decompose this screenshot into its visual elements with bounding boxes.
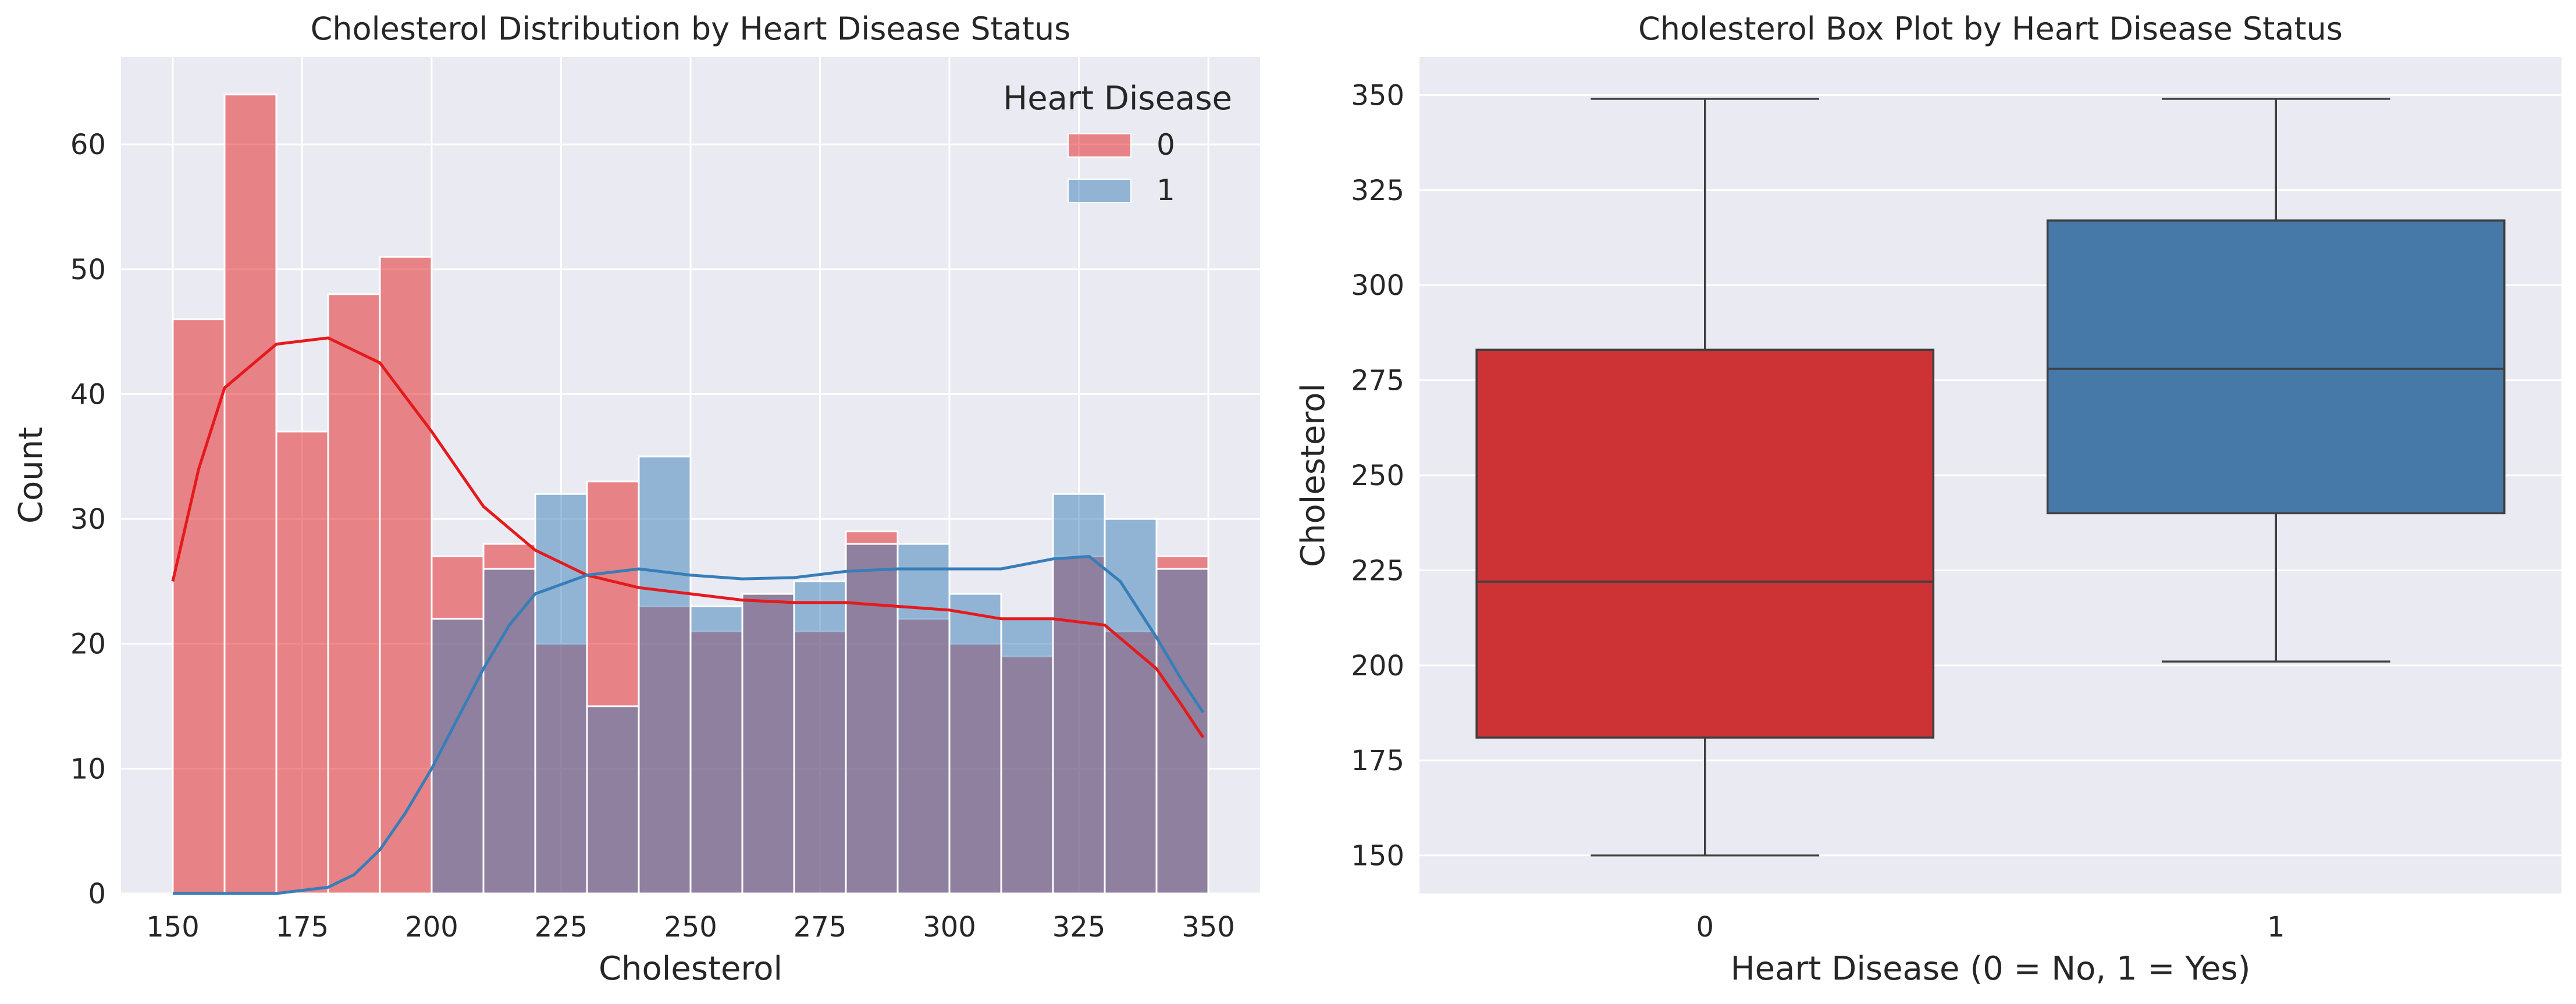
histogram-bar-1 [793, 580, 847, 895]
legend-swatch-0 [1068, 133, 1132, 158]
histogram-bar-0 [379, 255, 433, 895]
y-tick-label: 225 [1351, 554, 1404, 587]
y-tick-label: 275 [1351, 365, 1404, 397]
box-1 [2046, 98, 2506, 663]
y-tick-label: 10 [70, 753, 106, 785]
histogram-bar-0 [172, 318, 226, 895]
box-body [2046, 219, 2506, 515]
histogram-bar-1 [1104, 518, 1158, 895]
histogram-bar-1 [948, 593, 1002, 895]
x-tick-label: 225 [535, 911, 588, 944]
y-axis-label: Count [12, 427, 50, 524]
y-tick-label: 325 [1351, 175, 1404, 207]
histogram-bar-1 [1052, 493, 1106, 895]
legend-label-0: 0 [1157, 128, 1175, 162]
y-tick-label: 350 [1351, 79, 1404, 112]
histogram-bar-1 [741, 593, 795, 895]
histogram-bar-0 [327, 293, 381, 895]
boxplot-chart: 0 1 150 175 200 225 250 275 300 325 350 Cholesterol… [1294, 10, 2561, 988]
histogram-bar-0 [223, 93, 277, 895]
histogram-bar-1 [1000, 618, 1054, 895]
box-body [1475, 348, 1935, 739]
y-tick-label: 150 [1351, 840, 1404, 873]
x-tick-label: 200 [405, 911, 458, 944]
x-tick-label: 350 [1182, 911, 1235, 944]
y-tick-label: 30 [70, 503, 106, 536]
y-axis-label: Cholesterol [1294, 383, 1332, 567]
y-tick-label: 20 [70, 628, 106, 661]
legend-swatch-1 [1068, 179, 1132, 203]
x-tick-label: 325 [1052, 911, 1106, 944]
y-tick-label: 50 [70, 254, 106, 286]
x-axis-label: Cholesterol [599, 950, 782, 988]
kde-line-0 [171, 336, 1205, 739]
chart-title: Cholesterol Distribution by Heart Diseas… [311, 10, 1071, 47]
histogram-bar-1 [586, 705, 640, 895]
x-tick-label: 175 [276, 911, 329, 944]
histogram-chart: 150 175 200 225 250 275 300 325 3500102030405060… [12, 10, 1260, 988]
y-tick-label: 60 [70, 129, 106, 161]
histogram-bar-0 [275, 430, 329, 895]
legend-label-1: 1 [1157, 173, 1175, 207]
histogram-bar-1 [482, 568, 536, 895]
y-tick-label: 300 [1351, 269, 1404, 302]
y-tick-label: 200 [1351, 650, 1404, 682]
x-tick-label: 300 [923, 911, 976, 944]
chart-title: Cholesterol Box Plot by Heart Disease St… [1638, 10, 2343, 47]
y-tick-label: 0 [88, 878, 106, 910]
histogram-bar-1 [534, 493, 588, 895]
y-tick-label: 175 [1351, 745, 1404, 777]
histogram-bar-1 [638, 455, 692, 895]
histogram-bar-1 [845, 543, 899, 895]
y-tick-label: 250 [1351, 460, 1404, 492]
x-tick-label: 250 [664, 911, 717, 944]
x-tick-label: 275 [794, 911, 847, 944]
y-tick-label: 40 [70, 378, 106, 411]
x-tick-label: 1 [2267, 911, 2285, 944]
x-tick-label: 0 [1696, 911, 1714, 944]
box-0 [1475, 98, 1935, 857]
kde-line-1 [173, 554, 1205, 895]
histogram-bar-1 [896, 543, 951, 895]
x-axis-label: Heart Disease (0 = No, 1 = Yes) [1731, 950, 2251, 988]
x-tick-label: 150 [146, 911, 200, 944]
legend-title: Heart Disease [1003, 80, 1232, 118]
histogram-bar-1 [689, 605, 743, 895]
legend: Heart Disease 0 1 [1003, 80, 1232, 207]
